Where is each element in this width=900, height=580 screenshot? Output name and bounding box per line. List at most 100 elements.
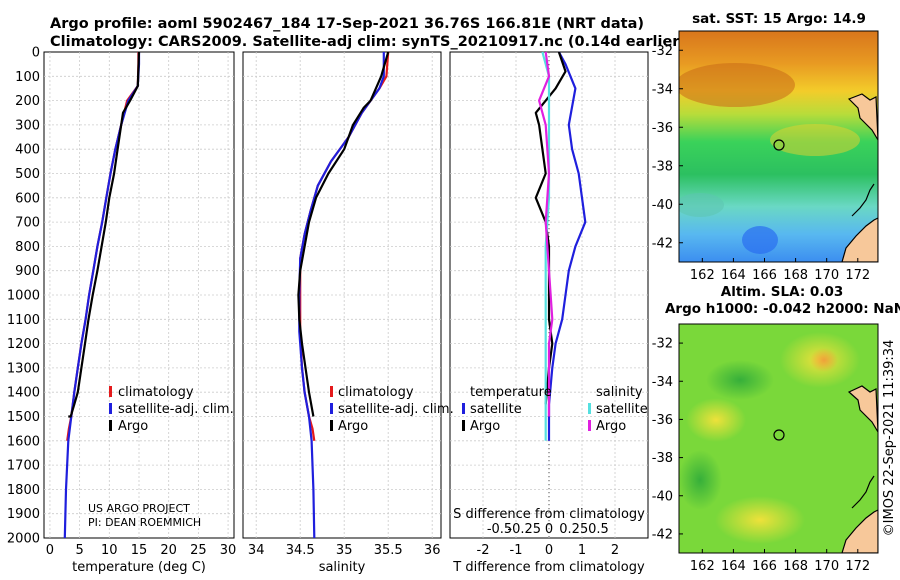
map-lon-label: 166: [752, 559, 777, 574]
sla-peak-patch: [810, 348, 838, 372]
sla-land-north: [847, 385, 878, 433]
legend-swatch-temp-satellite: [462, 403, 465, 414]
series-line-salinity-argo: [537, 51, 554, 417]
sla-map: 162 164 166 168 170 172 -32 -34 -36 -38 -40 -42: [652, 323, 879, 574]
sla-coastline: [851, 475, 875, 509]
legend-label-satellite: satellite-adj. clim.: [118, 402, 234, 417]
legend-header-salinity: salinity: [596, 385, 643, 400]
depth-tick-label: 1800: [7, 483, 40, 498]
temperature-xlabel: temperature (deg C): [72, 560, 206, 575]
sst-cold-patch: [742, 226, 778, 254]
difference-legend: temperature salinity satellite Argo sate…: [462, 385, 648, 434]
sst-land-north: [847, 93, 878, 141]
map-lon-label: 162: [690, 268, 715, 283]
s-diff-tick-label: -0.5: [487, 522, 512, 537]
x-tick-label: 35.5: [374, 543, 403, 558]
map-lat-label: -40: [652, 489, 673, 504]
s-diff-tick-label: -0.25: [507, 522, 541, 537]
sst-coastline: [851, 183, 875, 217]
x-tick-label: 0: [46, 543, 54, 558]
depth-tick-label: 1500: [7, 410, 40, 425]
legend-header-temperature: temperature: [470, 385, 552, 400]
sla-green-west: [679, 450, 722, 510]
legend-swatch-climatology: [330, 386, 333, 397]
sla-land-south: [841, 509, 878, 553]
legend-swatch-sal-satellite: [588, 403, 591, 414]
map-lon-label: 172: [845, 559, 870, 574]
sla-yellow-west: [686, 398, 746, 442]
map-lat-label: -36: [652, 121, 673, 136]
legend-swatch-temp-argo: [462, 420, 465, 431]
legend-label-climatology: climatology: [338, 385, 414, 400]
sst-map-title: sat. SST: 15 Argo: 14.9: [692, 11, 866, 27]
depth-axis: 0 100 200 300 400 500 600 700 800 900 1000 1100 1200…: [7, 46, 40, 547]
x-tick-label: 35: [336, 543, 353, 558]
legend-label-satellite: satellite-adj. clim.: [338, 402, 454, 417]
salinity-xlabel: salinity: [319, 560, 366, 575]
map-lat-label: -34: [652, 375, 673, 390]
map-lon-label: 172: [845, 268, 870, 283]
depth-tick-label: 900: [15, 264, 40, 279]
series-line-temperature-satellite: [547, 51, 587, 441]
s-diff-tick-label: 0.5: [588, 522, 609, 537]
sla-map-subtitle: Argo h1000: -0.042 h2000: NaN: [665, 301, 900, 317]
map-lon-label: 164: [721, 559, 746, 574]
x-tick-label: 25: [190, 543, 207, 558]
depth-tick-label: 1900: [7, 507, 40, 522]
sst-warm-patch: [679, 63, 795, 107]
depth-tick-label: 1100: [7, 313, 40, 328]
map-lat-label: -42: [652, 236, 673, 251]
x-tick-label: 0: [545, 543, 553, 558]
map-lon-label: 168: [783, 268, 808, 283]
s-diff-tick-label: 0.25: [559, 522, 588, 537]
map-lat-label: -40: [652, 198, 673, 213]
s-diff-tick-label: 0: [545, 522, 553, 537]
depth-tick-label: 1700: [7, 459, 40, 474]
legend-swatch-satellite: [330, 403, 333, 414]
pi-name: PI: DEAN ROEMMICH: [88, 516, 201, 529]
sst-yellow-patch: [770, 124, 860, 156]
x-tick-label: 10: [101, 543, 118, 558]
sla-map-frame: [678, 323, 879, 554]
difference-salinity-title: S difference from climatology: [453, 507, 645, 522]
sla-green-patch: [706, 360, 774, 400]
difference-panel: -2 -1 0 1 2 -0.5-0.25 0 0.25 0.5 T difference fr…: [449, 51, 649, 575]
depth-tick-label: 700: [15, 216, 40, 231]
legend-swatch-climatology: [109, 386, 112, 397]
depth-tick-label: 800: [15, 240, 40, 255]
argo-position-marker: [773, 429, 785, 441]
series-line-satellite-adj-clim-: [298, 52, 385, 539]
temperature-legend: climatology satellite-adj. clim. Argo: [109, 385, 234, 434]
x-tick-label: 1: [578, 543, 586, 558]
timestamp: ©IMOS 22-Sep-2021 11:39:34: [882, 340, 897, 537]
legend-label-temp-satellite: satellite: [470, 402, 522, 417]
map-lon-label: 166: [752, 268, 777, 283]
x-tick-label: 30: [220, 543, 237, 558]
depth-tick-label: 200: [15, 94, 40, 109]
header-line-2: Climatology: CARS2009. Satellite-adj cli…: [50, 34, 686, 50]
map-lat-label: -32: [652, 44, 673, 59]
x-tick-label: -2: [477, 543, 490, 558]
depth-tick-label: 1400: [7, 386, 40, 401]
legend-swatch-argo: [109, 420, 112, 431]
x-tick-label: 2: [611, 543, 619, 558]
depth-tick-label: 2000: [7, 532, 40, 547]
legend-swatch-satellite: [109, 403, 112, 414]
legend-label-climatology: climatology: [118, 385, 194, 400]
map-lon-label: 162: [690, 559, 715, 574]
map-lat-label: -38: [652, 451, 673, 466]
map-lon-label: 168: [783, 559, 808, 574]
x-tick-label: 36: [424, 543, 441, 558]
depth-tick-label: 0: [32, 46, 40, 61]
map-lon-label: 170: [814, 268, 839, 283]
temperature-panel: 0 5 10 15 20 25 30 temperature (deg C): [43, 51, 237, 575]
argo-position-marker: [773, 139, 785, 151]
depth-tick-label: 1000: [7, 289, 40, 304]
depth-tick-label: 1300: [7, 361, 40, 376]
map-lat-label: -38: [652, 159, 673, 174]
map-lat-label: -42: [652, 527, 673, 542]
header-line-1: Argo profile: aoml 5902467_184 17-Sep-20…: [50, 16, 644, 32]
legend-label-temp-argo: Argo: [470, 419, 500, 434]
depth-tick-label: 300: [15, 118, 40, 133]
